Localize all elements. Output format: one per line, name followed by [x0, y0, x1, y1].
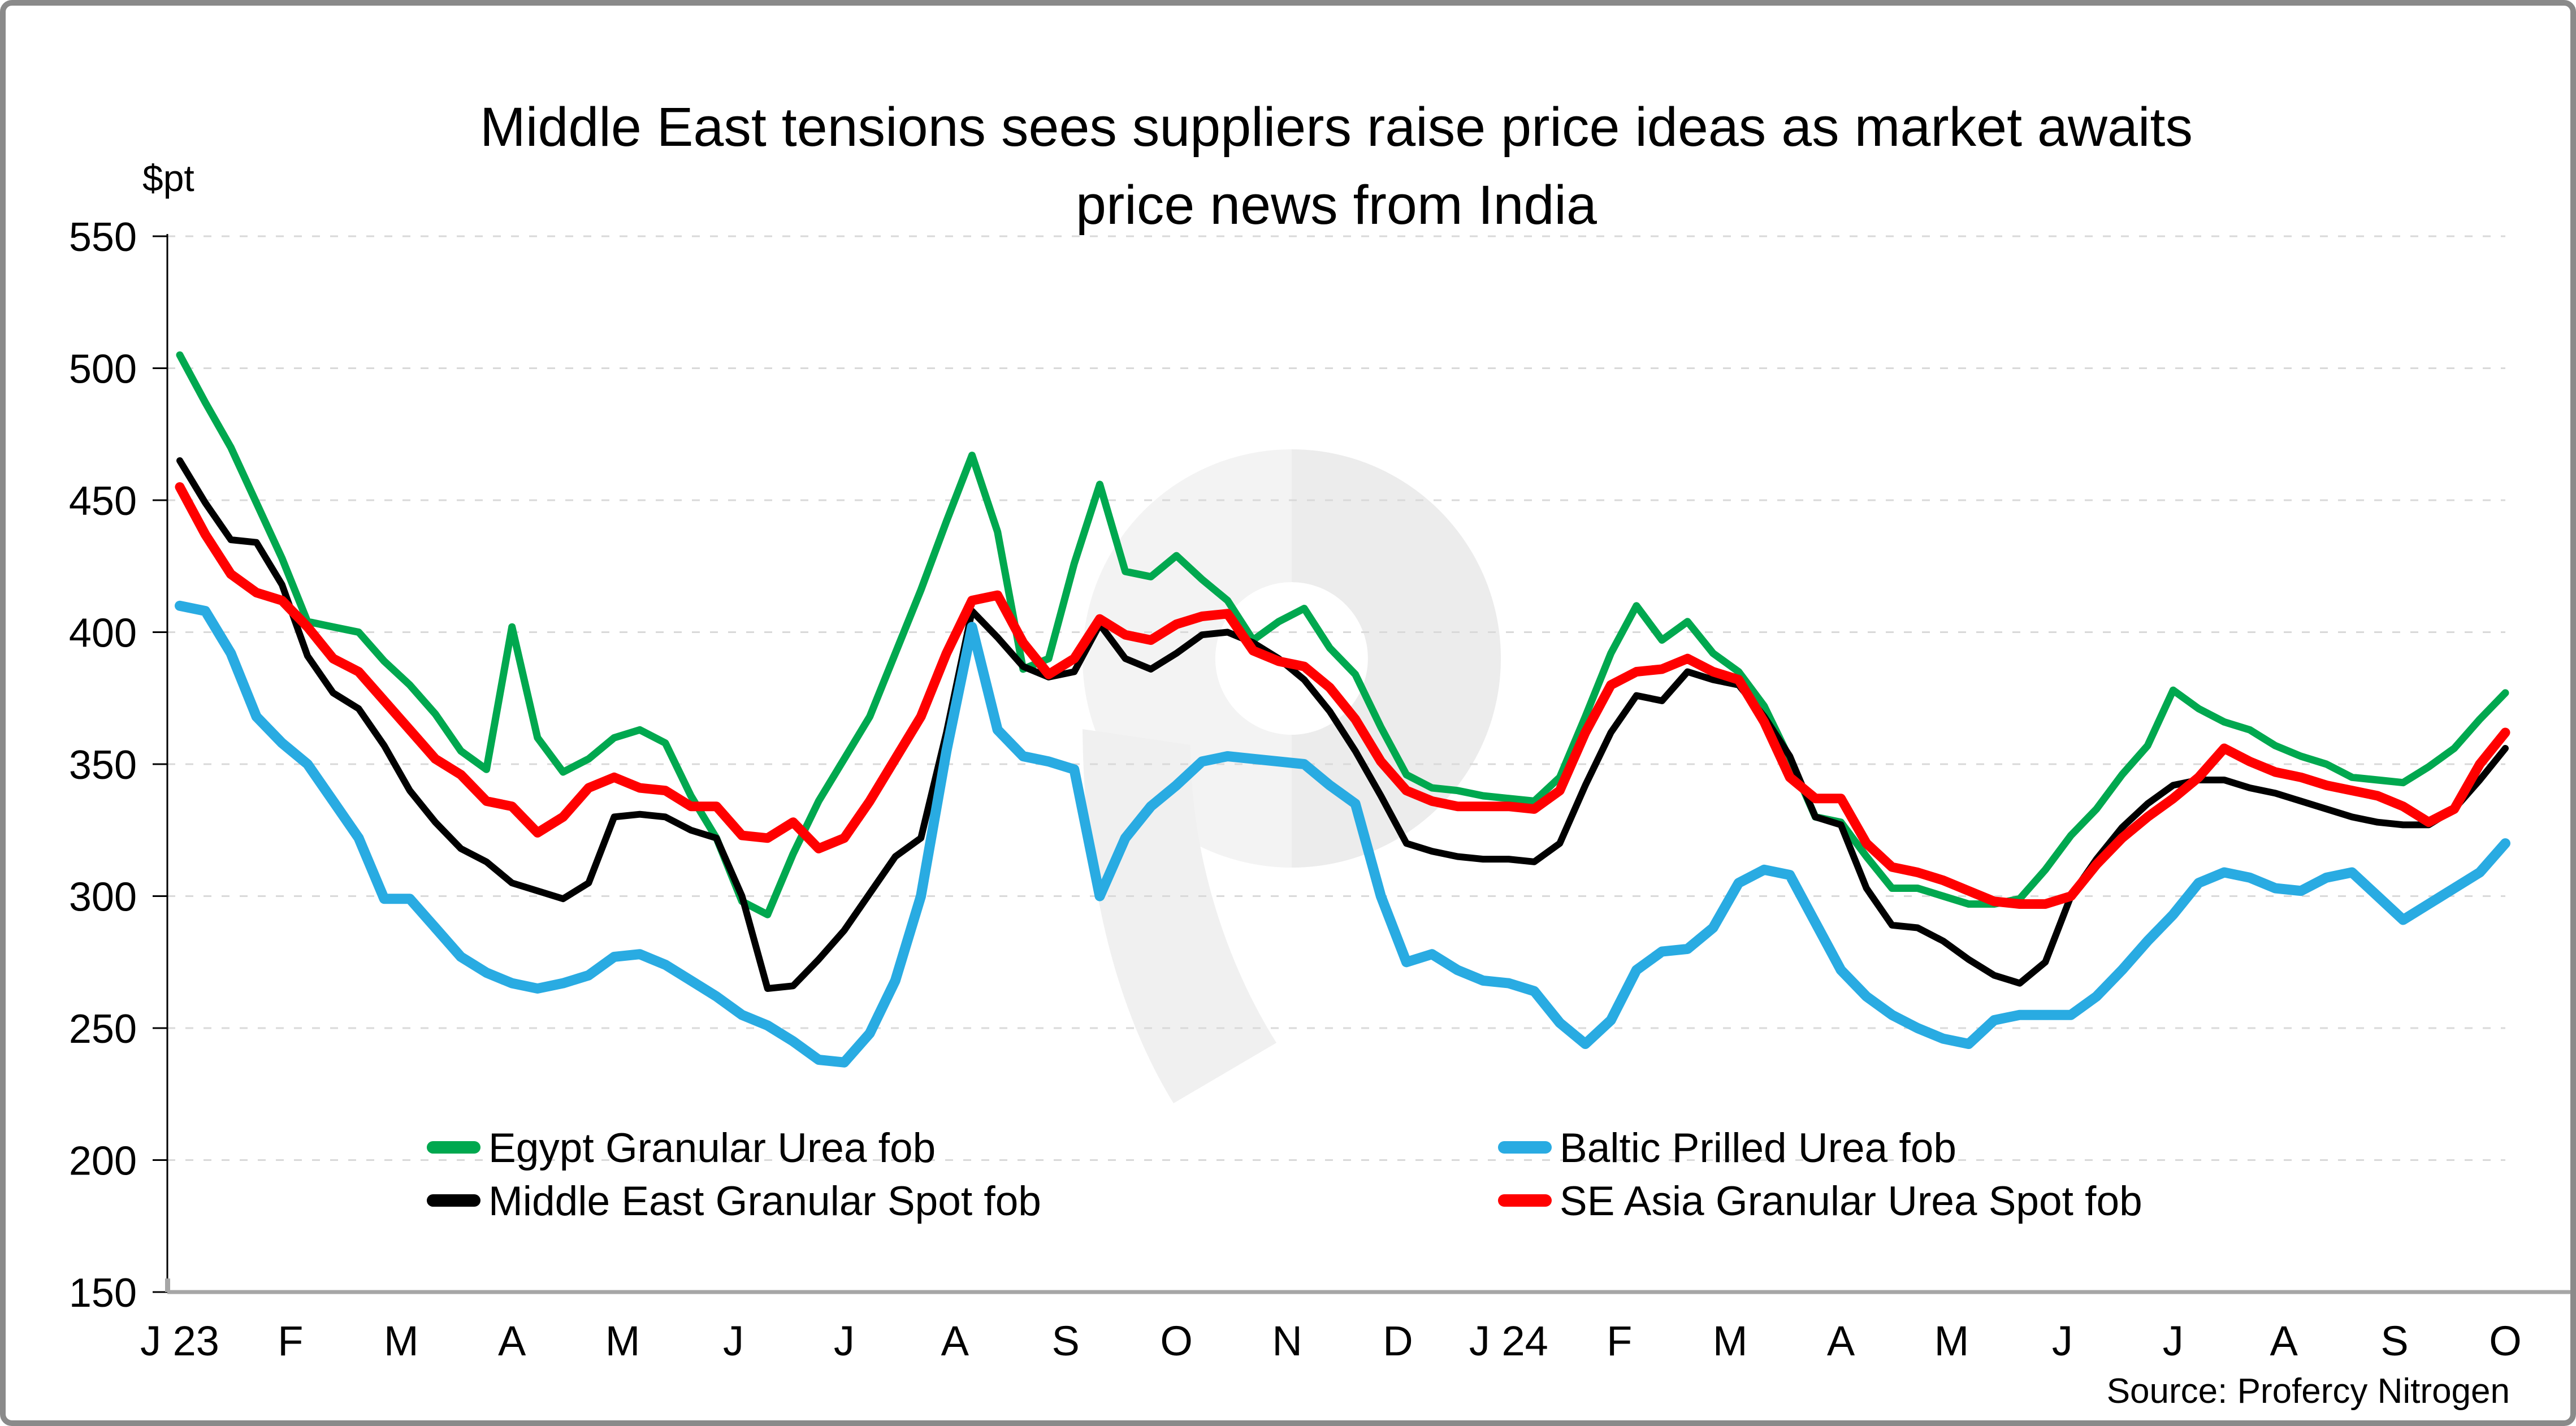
axes	[165, 234, 2571, 1294]
series-line-0	[176, 351, 2509, 918]
x-label-1: F	[278, 1317, 303, 1364]
y-label-200: 200	[69, 1139, 137, 1184]
legend-swatch-3	[1498, 1194, 1552, 1207]
x-label-5: J	[723, 1317, 744, 1364]
legend-item-2: Baltic Prilled Urea fob	[1498, 1125, 1956, 1171]
legend-label-1: Middle East Granular Spot fob	[488, 1178, 1041, 1224]
x-label-13: F	[1607, 1317, 1632, 1364]
x-label-9: O	[1160, 1317, 1193, 1364]
x-label-0: J 23	[140, 1317, 219, 1364]
x-label-8: S	[1052, 1317, 1080, 1364]
x-label-2: M	[384, 1317, 419, 1364]
series-line-1	[176, 457, 2509, 992]
x-label-20: S	[2380, 1317, 2408, 1364]
x-label-11: D	[1383, 1317, 1413, 1364]
legend-label-0: Egypt Granular Urea fob	[488, 1125, 936, 1171]
y-label-150: 150	[69, 1271, 137, 1316]
legend-item-3: SE Asia Granular Urea Spot fob	[1498, 1178, 2142, 1224]
x-label-21: O	[2489, 1317, 2522, 1364]
y-axis-unit-label: $pt	[142, 157, 194, 199]
x-label-16: M	[1934, 1317, 1969, 1364]
y-label-550: 550	[69, 215, 137, 260]
chart-title-line2: price news from India	[1076, 174, 1597, 236]
source-label: Source: Profercy Nitrogen	[2107, 1372, 2510, 1411]
series-line-3	[175, 482, 2510, 909]
watermark-ring-shade	[1292, 449, 1501, 868]
x-label-15: A	[1827, 1317, 1855, 1364]
legend-label-2: Baltic Prilled Urea fob	[1560, 1125, 1956, 1171]
legend-swatch-2	[1498, 1141, 1552, 1154]
legend-label-3: SE Asia Granular Urea Spot fob	[1560, 1178, 2142, 1224]
x-label-4: M	[605, 1317, 640, 1364]
y-label-500: 500	[69, 347, 137, 392]
y-axis-labels: 150 200 250 300 350 400 450 500 550	[69, 215, 137, 1316]
y-label-400: 400	[69, 611, 137, 656]
y-label-350: 350	[69, 743, 137, 788]
x-label-17: J	[2052, 1317, 2073, 1364]
y-axis-ticks	[153, 235, 167, 1293]
x-label-3: A	[498, 1317, 526, 1364]
x-axis-corner-tick	[165, 1278, 170, 1292]
chart-title-line1: Middle East tensions sees suppliers rais…	[480, 96, 2193, 158]
x-label-12: J 24	[1469, 1317, 1548, 1364]
y-label-450: 450	[69, 479, 137, 524]
x-label-6: J	[834, 1317, 855, 1364]
x-label-19: A	[2270, 1317, 2298, 1364]
legend-item-1: Middle East Granular Spot fob	[427, 1178, 1041, 1224]
watermark-tail	[1083, 729, 1276, 1103]
legend: Egypt Granular Urea fob Middle East Granu…	[427, 1125, 2142, 1224]
legend-swatch-0	[427, 1141, 480, 1154]
legend-item-0: Egypt Granular Urea fob	[427, 1125, 936, 1171]
y-label-250: 250	[69, 1007, 137, 1052]
series-lines	[175, 351, 2510, 1068]
series-line-2	[175, 600, 2510, 1068]
legend-swatch-1	[427, 1194, 480, 1207]
x-label-10: N	[1272, 1317, 1302, 1364]
y-label-300: 300	[69, 875, 137, 920]
x-axis-labels: J 23 F M A M J J A S O N D J 24 F M A M J J A S O	[140, 1317, 2522, 1364]
x-label-7: A	[941, 1317, 969, 1364]
x-label-18: J	[2163, 1317, 2184, 1364]
x-label-14: M	[1713, 1317, 1748, 1364]
